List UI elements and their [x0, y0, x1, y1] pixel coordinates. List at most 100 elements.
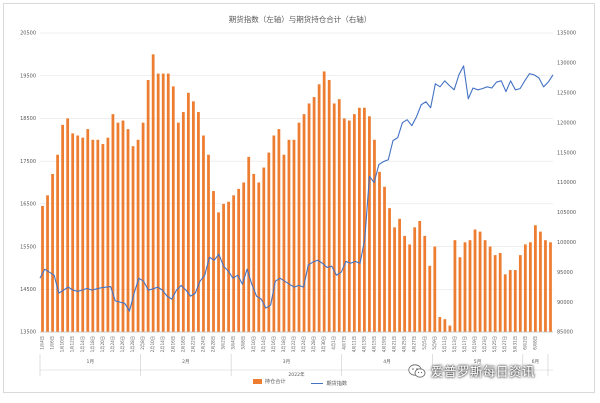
- chart-legend: 持仓合计 期货指数: [0, 378, 600, 387]
- x-tick-label: 1月28日: [130, 336, 136, 352]
- x-tick-label: 5月13日: [452, 336, 458, 352]
- x-tick-label: 3月30日: [321, 336, 327, 352]
- x-tick-label: 5月11日: [442, 336, 448, 352]
- index-line: [39, 65, 554, 312]
- bar: [503, 274, 507, 332]
- x-tick-label: 5月9日: [432, 336, 438, 350]
- x-tick-label: 2月10日: [150, 336, 156, 352]
- bar: [232, 195, 236, 332]
- bar: [136, 139, 140, 332]
- bar: [212, 191, 215, 332]
- bar: [141, 122, 145, 332]
- x-tick-label: 1月6日: [50, 336, 56, 350]
- x-tick-label: 5月23日: [482, 336, 488, 352]
- bar: [433, 246, 437, 332]
- right-tick-label: 115000: [557, 150, 576, 156]
- line-series: [39, 65, 554, 312]
- bar: [488, 246, 492, 332]
- bar: [523, 244, 527, 332]
- bar: [51, 173, 54, 332]
- x-tick-label: 3月18日: [281, 336, 287, 352]
- bar: [186, 92, 190, 332]
- bar: [242, 182, 246, 332]
- x-tick-label: 1月10日: [60, 336, 66, 352]
- bar: [166, 73, 170, 332]
- right-tick-label: 85000: [557, 330, 573, 336]
- bar: [342, 118, 346, 332]
- x-tick-label: 1月26日: [120, 336, 126, 352]
- bar: [352, 114, 356, 333]
- bar: [398, 218, 401, 332]
- bar: [41, 205, 44, 332]
- bar: [131, 146, 135, 332]
- bar: [287, 139, 291, 332]
- x-tick-label: 2月8日: [140, 336, 146, 350]
- x-tick-label: 4月1日: [331, 336, 337, 350]
- x-tick-label: 1月4日: [40, 336, 46, 350]
- bar: [302, 114, 306, 333]
- bar: [528, 242, 532, 332]
- x-tick-label: 3月8日: [241, 336, 247, 350]
- bar: [71, 133, 75, 332]
- bar: [539, 231, 542, 332]
- x-axis: 1月4日 1月6日 1月10日 1月12日 1月14日 1月18日 1月20日 1月24日 1月…: [40, 331, 553, 378]
- legend-label-bar: 持仓合计: [264, 379, 286, 385]
- bar: [116, 122, 120, 332]
- x-tick-label: 5月17日: [462, 336, 468, 352]
- bar: [181, 112, 185, 333]
- bar: [96, 139, 100, 332]
- x-tick-label: 4月13日: [361, 336, 367, 352]
- bar: [171, 86, 175, 333]
- bar: [156, 73, 160, 332]
- bar: [262, 167, 266, 332]
- bar: [101, 144, 105, 332]
- x-tick-label: 2月24日: [200, 336, 206, 352]
- right-tick-label: 135000: [557, 31, 576, 37]
- bar: [277, 129, 281, 332]
- bar: [483, 240, 487, 332]
- bar: [222, 203, 225, 332]
- x-tick-label: 5月5日: [422, 336, 428, 350]
- month-group-label: 5月: [474, 359, 482, 365]
- bar: [307, 103, 311, 332]
- right-tick-label: 95000: [557, 270, 573, 276]
- bar: [161, 73, 165, 332]
- bar: [534, 225, 537, 332]
- bar: [61, 124, 65, 332]
- bar: [378, 171, 381, 332]
- bar: [388, 208, 391, 332]
- bar: [46, 195, 49, 332]
- bar: [176, 122, 180, 332]
- x-tick-label: 6月8日: [532, 336, 538, 350]
- x-tick-label: 3月22日: [291, 336, 297, 352]
- x-tick-label: 2月22日: [190, 336, 196, 352]
- left-axis: 13500 14500 15500 16500 17500 18500 19500 20500: [20, 31, 36, 336]
- bar: [106, 137, 110, 332]
- right-axis: 85000 90000 95000 100000 105000 110000 115000 1…: [557, 31, 576, 336]
- x-tick-label: 1月20日: [100, 336, 106, 352]
- bar: [91, 139, 95, 332]
- left-tick-label: 19500: [20, 73, 36, 79]
- legend-item-line: 期货指数: [311, 380, 347, 387]
- month-group-label: 3月: [283, 359, 291, 365]
- x-tick-label: 6月2日: [522, 336, 528, 350]
- wechat-icon: [408, 363, 426, 378]
- month-group-label: 2月: [182, 359, 190, 365]
- legend-swatch-line: [311, 382, 324, 384]
- x-tick-label: 5月19日: [472, 336, 478, 352]
- left-tick-label: 14500: [20, 287, 36, 293]
- bar: [76, 135, 80, 332]
- right-tick-label: 105000: [557, 210, 576, 216]
- bar: [322, 71, 326, 332]
- month-group-label: 4月: [383, 359, 391, 365]
- legend-swatch-bar: [252, 379, 262, 384]
- x-tick-label: 1月18日: [90, 336, 96, 352]
- bar: [297, 122, 301, 332]
- bar: [357, 107, 361, 332]
- bar: [438, 317, 442, 332]
- bar: [292, 139, 296, 332]
- bar: [443, 319, 447, 332]
- left-tick-label: 17500: [20, 159, 36, 165]
- watermark: 爱普罗斯每日资讯: [408, 361, 535, 380]
